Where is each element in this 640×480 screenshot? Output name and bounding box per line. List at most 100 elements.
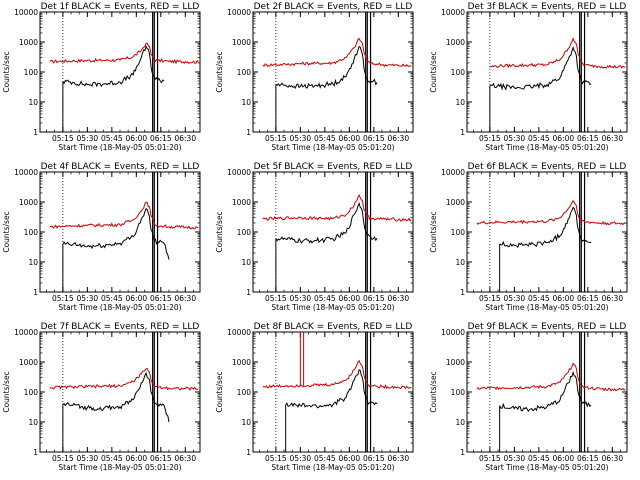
y-tick-label: 100	[237, 228, 252, 237]
y-tick-label: 10000	[227, 168, 251, 177]
x-tick-label: 05:15	[265, 134, 287, 143]
x-tick-label: 06:15	[150, 454, 172, 463]
x-tick-label: 06:30	[601, 454, 623, 463]
y-axis-label: Counts/sec	[215, 51, 224, 92]
panel-title: Det 2f BLACK = Events, RED = LLD	[254, 2, 413, 12]
panel-det-6: 10000 1000 100 10 1 05:15 05:30 05:45 06:00 06:15…	[429, 162, 628, 312]
x-tick-label: 05:15	[52, 294, 74, 303]
panel-title: Det 5f BLACK = Events, RED = LLD	[254, 162, 413, 172]
x-tick-label: 06:00	[339, 134, 361, 143]
panel-title: Det 8f BLACK = Events, RED = LLD	[254, 322, 413, 332]
y-axis-label: Counts/sec	[215, 371, 224, 412]
x-axis-label: Start Time (18-May-05 05:01:20)	[485, 143, 608, 152]
y-tick-label: 1	[33, 448, 38, 457]
y-tick-label: 1	[246, 448, 251, 457]
plot-frame	[466, 171, 628, 293]
plot-frame	[466, 11, 628, 133]
x-tick-label: 06:15	[577, 454, 599, 463]
y-tick-label: 1000	[232, 358, 251, 367]
y-tick-label: 1	[246, 128, 251, 137]
x-tick-label: 05:30	[504, 294, 526, 303]
lld-series-line	[262, 37, 412, 68]
x-tick-label: 05:45	[314, 134, 336, 143]
events-series-line	[275, 45, 378, 90]
y-tick-label: 1	[33, 128, 38, 137]
lld-series-line	[476, 199, 626, 226]
x-tick-label: 05:30	[290, 294, 312, 303]
panel-det-7: 10000 1000 100 10 1 05:15 05:30 05:45 06:00 06:15…	[2, 322, 201, 472]
panel-det-5: 10000 1000 100 10 1 05:15 05:30 05:45 06:00 06:15…	[215, 162, 414, 312]
y-tick-label: 1000	[19, 38, 38, 47]
panel-det-4: 10000 1000 100 10 1 05:15 05:30 05:45 06:00 06:15…	[2, 162, 201, 312]
x-tick-label: 05:45	[101, 134, 123, 143]
x-tick-label: 05:30	[77, 134, 99, 143]
x-axis-label: Start Time (18-May-05 05:01:20)	[58, 463, 181, 472]
x-tick-label: 06:00	[339, 454, 361, 463]
plot-frame	[466, 331, 628, 453]
x-axis-label: Start Time (18-May-05 05:01:20)	[58, 143, 181, 152]
panel-det-1: 10000 1000 100 10 1 05:15 05:30 05:45 06:00 06:15…	[2, 2, 201, 152]
events-series-line	[285, 369, 378, 409]
x-tick-label: 06:30	[174, 134, 196, 143]
y-tick-label: 1000	[446, 358, 465, 367]
y-axis-label: Counts/sec	[429, 211, 438, 252]
x-axis-label: Start Time (18-May-05 05:01:20)	[58, 303, 181, 312]
lld-series-line	[476, 362, 626, 392]
events-series-line	[62, 207, 170, 260]
y-axis-label: Counts/sec	[2, 371, 11, 412]
y-tick-label: 10000	[14, 168, 38, 177]
x-axis-label: Start Time (18-May-05 05:01:20)	[485, 463, 608, 472]
y-tick-label: 1	[460, 288, 465, 297]
lld-series-line	[49, 201, 199, 230]
y-tick-label: 10	[455, 258, 465, 267]
events-series-line	[62, 45, 165, 88]
events-series-line	[62, 372, 170, 423]
y-tick-label: 10	[28, 98, 38, 107]
y-tick-label: 100	[451, 388, 466, 397]
y-tick-label: 10000	[227, 328, 251, 337]
y-axis-label: Counts/sec	[215, 211, 224, 252]
lld-series-line	[49, 42, 199, 65]
x-axis-label: Start Time (18-May-05 05:01:20)	[485, 303, 608, 312]
y-tick-label: 1000	[232, 38, 251, 47]
events-series-line	[275, 201, 378, 244]
panel-title: Det 4f BLACK = Events, RED = LLD	[41, 162, 200, 172]
x-axis-label: Start Time (18-May-05 05:01:20)	[271, 303, 394, 312]
panel-det-9: 10000 1000 100 10 1 05:15 05:30 05:45 06:00 06:15…	[429, 322, 628, 472]
x-tick-label: 06:00	[126, 134, 148, 143]
x-tick-label: 06:15	[363, 294, 385, 303]
y-tick-label: 1	[460, 128, 465, 137]
y-tick-label: 10000	[14, 8, 38, 17]
x-axis-label: Start Time (18-May-05 05:01:20)	[271, 143, 394, 152]
x-tick-label: 06:15	[577, 134, 599, 143]
y-axis-label: Counts/sec	[2, 211, 11, 252]
panel-title: Det 7f BLACK = Events, RED = LLD	[41, 322, 200, 332]
y-tick-label: 10	[241, 258, 251, 267]
x-tick-label: 05:30	[504, 454, 526, 463]
x-tick-label: 06:30	[387, 294, 409, 303]
x-tick-label: 05:45	[528, 294, 550, 303]
x-tick-label: 05:15	[52, 134, 74, 143]
y-tick-label: 1	[246, 288, 251, 297]
y-tick-label: 10000	[227, 8, 251, 17]
y-tick-label: 10	[241, 98, 251, 107]
x-tick-label: 05:30	[504, 134, 526, 143]
x-tick-label: 05:45	[314, 454, 336, 463]
x-tick-label: 06:00	[553, 134, 575, 143]
x-tick-label: 05:45	[528, 454, 550, 463]
x-tick-label: 05:15	[479, 454, 501, 463]
y-tick-label: 1000	[446, 198, 465, 207]
x-tick-label: 05:45	[528, 134, 550, 143]
x-tick-label: 06:15	[150, 134, 172, 143]
y-axis-label: Counts/sec	[2, 51, 11, 92]
lld-series-line	[489, 37, 626, 69]
x-tick-label: 06:30	[174, 454, 196, 463]
x-tick-label: 05:15	[52, 454, 74, 463]
lld-series-line	[262, 359, 412, 390]
lld-series-line	[262, 193, 412, 222]
x-tick-label: 05:15	[265, 294, 287, 303]
events-series-line	[489, 46, 592, 91]
x-tick-label: 06:30	[387, 134, 409, 143]
x-axis-label: Start Time (18-May-05 05:01:20)	[271, 463, 394, 472]
